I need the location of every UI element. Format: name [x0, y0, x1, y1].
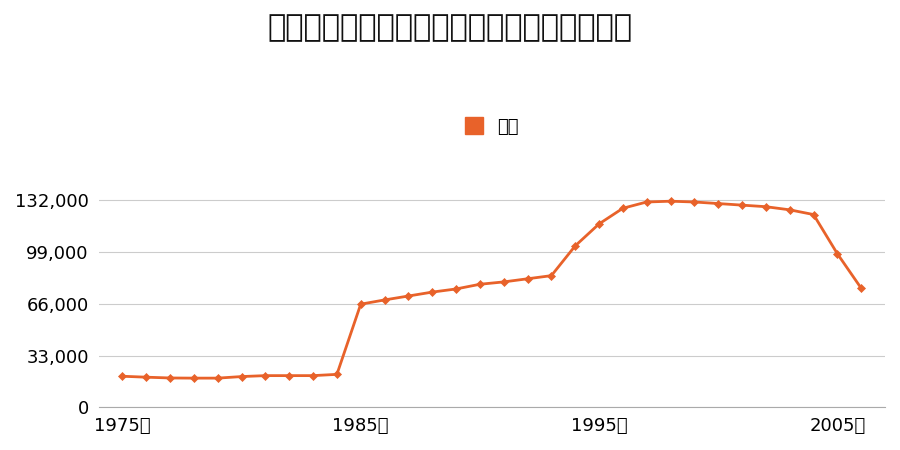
Legend: 価格: 価格 — [457, 110, 526, 143]
Text: 石川県松任市字倉光町１１５９番の地価推移: 石川県松任市字倉光町１１５９番の地価推移 — [267, 14, 633, 42]
